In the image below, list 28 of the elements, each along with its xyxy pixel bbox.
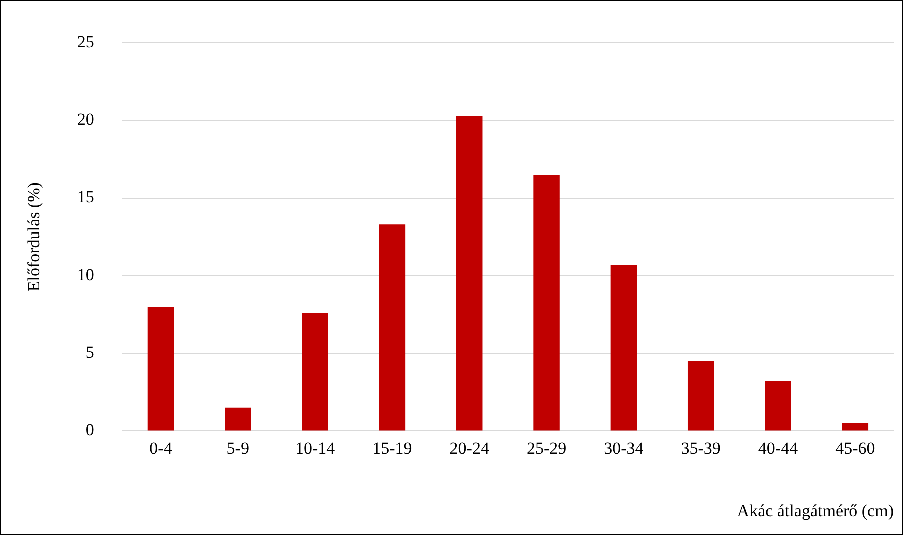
x-tick-label: 20-24 (450, 438, 490, 458)
bar (842, 423, 869, 431)
x-tick-label: 40-44 (758, 438, 799, 458)
bar (379, 224, 406, 431)
x-tick-label: 15-19 (372, 438, 412, 458)
x-axis-title: Akác átlagátmérő (cm) (737, 501, 894, 520)
y-tick-label: 5 (86, 343, 94, 362)
bar (302, 313, 328, 431)
y-tick-label: 20 (77, 110, 94, 130)
y-tick-label: 10 (77, 265, 94, 284)
bar (688, 361, 714, 431)
bar (225, 408, 252, 431)
x-tick-label: 10-14 (295, 438, 336, 458)
x-tick-label: 45-60 (836, 438, 876, 458)
bar (456, 116, 483, 431)
x-tick-label: 25-29 (526, 438, 567, 458)
x-tick-label: 5-9 (226, 438, 250, 458)
y-axis-title: Előfordulás (%) (24, 182, 44, 292)
x-tick-label: 35-39 (681, 438, 721, 458)
x-tick-label: 30-34 (604, 438, 644, 458)
bar (534, 174, 560, 431)
bar (765, 382, 792, 431)
y-tick-label: 0 (86, 420, 94, 440)
bar (148, 306, 174, 431)
y-tick-label: 15 (77, 188, 94, 207)
x-tick-label: 0-4 (150, 438, 173, 458)
y-tick-label: 25 (77, 32, 94, 52)
bar (610, 265, 638, 431)
